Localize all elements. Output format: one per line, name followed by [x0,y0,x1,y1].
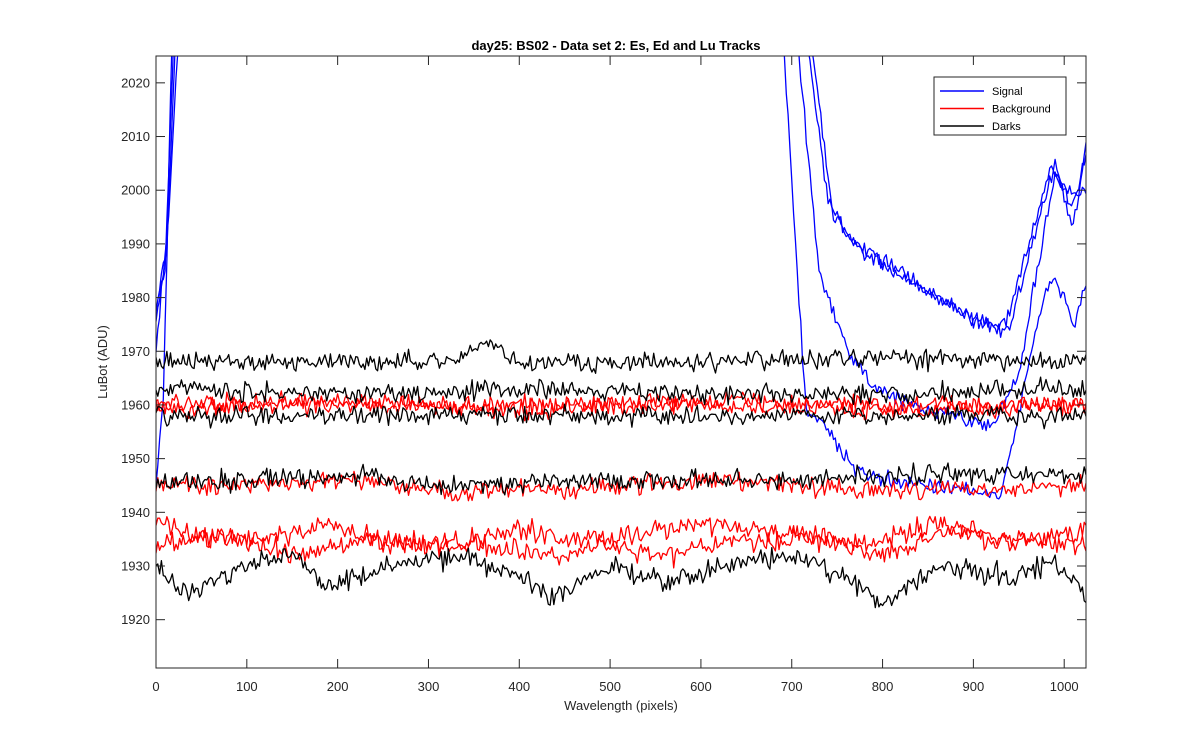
x-tick-label: 700 [781,679,803,694]
x-tick-label: 300 [418,679,440,694]
series-line-darks-11 [156,376,1086,406]
series-line-darks-10 [156,339,1086,374]
series-line-darks-14 [156,546,1086,609]
series-line-background-7 [156,470,1086,502]
chart-title: day25: BS02 - Data set 2: Es, Ed and Lu … [471,38,760,53]
legend-label-background: Background [992,104,1051,116]
series-line-background-8 [156,515,1086,559]
axes-box [155,55,1087,669]
x-tick-label: 1000 [1050,679,1079,694]
y-tick-label: 2020 [121,75,150,90]
y-tick-label: 1970 [121,344,150,359]
y-tick-label: 1950 [121,451,150,466]
plot-lines [156,56,1086,609]
y-tick-label: 1980 [121,290,150,305]
x-tick-label: 600 [690,679,712,694]
series-line-darks-13 [156,462,1086,496]
x-axis: 0 100 200 300 400 500 600 700 800 900 1000 [152,56,1079,694]
x-tick-label: 200 [327,679,349,694]
x-tick-label: 800 [872,679,894,694]
x-tick-label: 500 [599,679,621,694]
y-tick-label: 1960 [121,397,150,412]
y-tick-label: 1940 [121,505,150,520]
series-line-signal-2 [156,56,1086,485]
x-tick-label: 100 [236,679,258,694]
x-tick-label: 0 [152,679,159,694]
y-axis: 1920 1930 1940 1950 1960 1970 1980 1990 2000 2010… [121,75,1086,627]
y-tick-label: 1990 [121,236,150,251]
x-axis-label: Wavelength (pixels) [564,698,678,713]
y-axis-label: LuBot (ADU) [95,325,110,399]
x-tick-label: 400 [508,679,530,694]
series-line-darks-12 [156,403,1086,430]
series-line-background-9 [156,520,1086,569]
series-line-signal-3 [156,56,1086,338]
y-tick-label: 2000 [121,183,150,198]
series-line-signal-4 [156,56,1086,353]
y-tick-label: 2010 [121,129,150,144]
x-tick-label: 900 [963,679,985,694]
legend: Signal Background Darks [933,76,1067,136]
legend-label-signal: Signal [992,86,1023,98]
y-tick-label: 1930 [121,559,150,574]
y-tick-label: 1920 [121,612,150,627]
series-line-signal-1 [156,56,1086,500]
legend-label-darks: Darks [992,121,1021,133]
